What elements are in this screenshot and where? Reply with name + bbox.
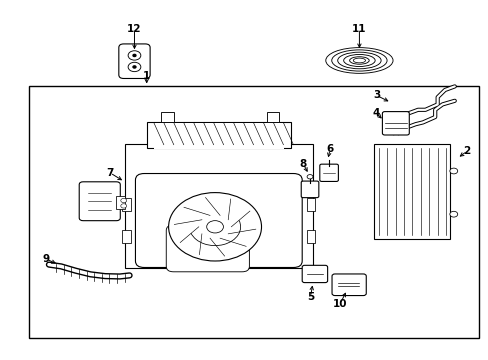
Ellipse shape: [352, 58, 365, 63]
FancyBboxPatch shape: [301, 181, 318, 198]
Text: 12: 12: [127, 24, 142, 34]
FancyBboxPatch shape: [319, 164, 338, 181]
Bar: [124, 144, 312, 268]
Circle shape: [133, 66, 136, 68]
Text: 11: 11: [351, 24, 366, 34]
FancyBboxPatch shape: [135, 174, 302, 267]
Bar: [122, 230, 131, 243]
FancyBboxPatch shape: [166, 225, 249, 272]
Circle shape: [133, 54, 136, 57]
Circle shape: [128, 51, 141, 60]
Text: 8: 8: [299, 159, 306, 169]
Circle shape: [128, 62, 141, 72]
Bar: [146, 122, 290, 148]
Text: 6: 6: [326, 144, 333, 154]
Bar: [373, 144, 449, 239]
Text: 7: 7: [106, 168, 114, 178]
Text: 4: 4: [372, 108, 380, 118]
Circle shape: [449, 168, 457, 174]
FancyBboxPatch shape: [79, 182, 120, 221]
Bar: [266, 112, 278, 122]
Text: 5: 5: [306, 292, 313, 302]
Bar: [161, 112, 173, 122]
Text: 1: 1: [143, 71, 150, 81]
FancyBboxPatch shape: [382, 112, 408, 135]
Bar: [116, 196, 125, 209]
Circle shape: [168, 193, 261, 261]
Circle shape: [121, 198, 126, 203]
Bar: [29, 86, 478, 338]
Circle shape: [121, 204, 126, 208]
FancyBboxPatch shape: [331, 274, 366, 296]
Circle shape: [206, 221, 223, 233]
Circle shape: [306, 175, 312, 179]
Bar: [122, 198, 131, 211]
Text: 9: 9: [43, 254, 50, 264]
Text: 2: 2: [463, 146, 469, 156]
FancyBboxPatch shape: [119, 44, 150, 78]
Text: 3: 3: [372, 90, 379, 100]
Bar: [306, 230, 315, 243]
FancyBboxPatch shape: [302, 265, 327, 283]
Bar: [306, 198, 315, 211]
Bar: [154, 123, 283, 149]
Circle shape: [449, 211, 457, 217]
Text: 10: 10: [332, 299, 346, 309]
